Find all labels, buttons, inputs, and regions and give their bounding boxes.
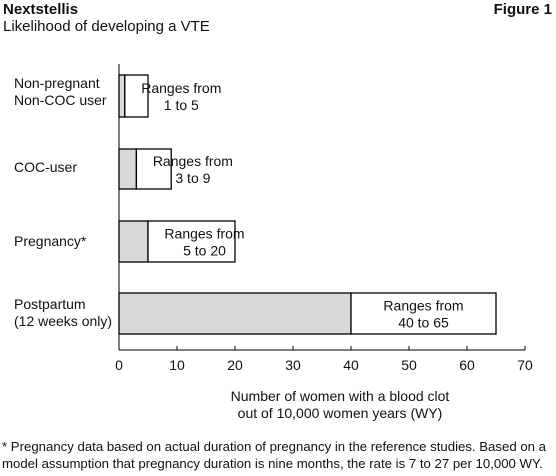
range-data-label: 3 to 9 bbox=[175, 170, 210, 186]
x-tick-label: 10 bbox=[169, 357, 185, 373]
brand-name: Nextstellis bbox=[3, 1, 79, 18]
x-axis-title: Number of women with a blood clot out of… bbox=[180, 388, 500, 422]
x-tick-label: 60 bbox=[459, 357, 475, 373]
bar-upper-range bbox=[147, 220, 236, 263]
bar-lower-bound bbox=[118, 148, 138, 190]
category-label-line: Postpartum bbox=[14, 296, 86, 312]
category-label-line: Pregnancy* bbox=[14, 233, 87, 249]
category-label-pregnancy: Pregnancy* bbox=[14, 233, 86, 250]
bar-lower-bound bbox=[118, 74, 126, 118]
category-label-coc-user: COC-user bbox=[14, 159, 77, 176]
category-label-line: COC-user bbox=[14, 159, 78, 175]
figure-label: Figure 1 bbox=[493, 1, 552, 18]
range-data-label: 40 to 65 bbox=[398, 315, 449, 331]
category-label-line: Non-COC user bbox=[14, 92, 107, 108]
range-data-label: Ranges from bbox=[153, 153, 233, 169]
bar-upper-range bbox=[350, 292, 497, 335]
category-label-postpartum: Postpartum (12 weeks only) bbox=[14, 296, 112, 330]
range-data-label: 1 to 5 bbox=[164, 97, 199, 113]
x-tick-label: 20 bbox=[227, 357, 243, 373]
x-axis-title-line: Number of women with a blood clot bbox=[230, 388, 450, 404]
bar-upper-range bbox=[135, 148, 172, 190]
bar-lower-bound bbox=[118, 220, 149, 263]
footnote: * Pregnancy data based on actual duratio… bbox=[2, 438, 554, 472]
category-label-line: (12 weeks only) bbox=[14, 313, 113, 329]
x-tick-label: 50 bbox=[401, 357, 417, 373]
x-tick-label: 30 bbox=[285, 357, 301, 373]
category-label-non-pregnant: Non-pregnant Non-COC user bbox=[14, 75, 107, 109]
range-data-label: Ranges from bbox=[164, 226, 244, 242]
range-data-label: Ranges from bbox=[141, 80, 221, 96]
x-axis-title-line: out of 10,000 women years (WY) bbox=[237, 405, 443, 421]
x-tick-label: 70 bbox=[517, 357, 533, 373]
footnote-line: * Pregnancy data based on actual duratio… bbox=[2, 439, 546, 454]
category-label-line: Non-pregnant bbox=[14, 75, 100, 91]
x-tick-label: 0 bbox=[115, 357, 123, 373]
bar-upper-range bbox=[124, 74, 149, 118]
x-tick-label: 40 bbox=[343, 357, 359, 373]
range-data-label: 5 to 20 bbox=[183, 243, 226, 259]
footnote-line: model assumption that pregnancy duration… bbox=[2, 456, 543, 471]
chart-subtitle: Likelihood of developing a VTE bbox=[3, 18, 210, 35]
range-data-label: Ranges from bbox=[383, 298, 463, 314]
bar-lower-bound bbox=[118, 292, 352, 335]
